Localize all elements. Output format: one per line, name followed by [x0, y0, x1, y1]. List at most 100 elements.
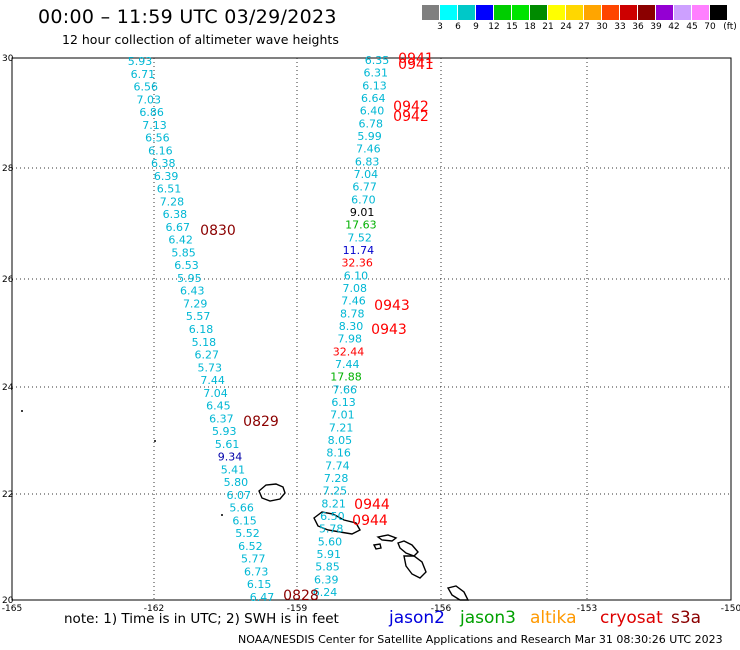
- pass-time-label: 0941: [398, 57, 434, 73]
- wave-height-value: 6.83: [355, 155, 380, 168]
- legend-s3a: s3a: [671, 608, 702, 628]
- color-scale-label: 36: [632, 22, 644, 32]
- wave-height-value: 5.93: [128, 55, 153, 68]
- legend-cryosat: cryosat: [600, 608, 663, 628]
- wave-height-value: 7.25: [323, 485, 348, 498]
- pass-time-label: 0828: [283, 588, 319, 604]
- color-scale-label: 9: [473, 22, 479, 32]
- wave-height-value: 7.52: [347, 231, 372, 244]
- island-outline: [372, 543, 382, 550]
- islet-dot: [154, 440, 156, 442]
- wave-height-value: 7.28: [160, 195, 185, 208]
- wave-height-value: 6.37: [209, 412, 234, 425]
- wave-height-value: 7.46: [356, 143, 381, 156]
- wave-height-value: 6.43: [180, 285, 205, 298]
- lat-label: 20: [2, 596, 14, 606]
- wave-height-value: 6.56: [134, 81, 159, 94]
- legend-jason3: jason3: [460, 608, 516, 628]
- legend-jason2: jason2: [389, 608, 445, 628]
- color-swatch: [476, 5, 494, 20]
- color-swatch: [530, 5, 548, 20]
- wave-height-value: 6.07: [227, 489, 252, 502]
- color-scale-label: 30: [596, 22, 608, 32]
- lat-label: 26: [2, 275, 14, 285]
- wave-height-value: 6.45: [206, 400, 231, 413]
- color-scale-unit: (ft): [723, 22, 737, 32]
- map-note: note: 1) Time is in UTC; 2) SWH is in fe…: [64, 611, 339, 627]
- island-outline: [403, 555, 427, 579]
- wave-height-value: 7.66: [333, 383, 358, 396]
- wave-height-value: 6.73: [244, 565, 269, 578]
- wave-height-value: 6.13: [362, 79, 387, 92]
- wave-height-value: 6.78: [359, 117, 384, 130]
- wave-height-value: 7.08: [342, 282, 367, 295]
- wave-height-value: 7.74: [325, 459, 350, 472]
- lat-label: 24: [2, 383, 14, 393]
- wave-height-value: 5.52: [235, 527, 260, 540]
- pass-time-label: 0944: [354, 497, 390, 513]
- map-subtitle: 12 hour collection of altimeter wave hei…: [62, 32, 339, 47]
- wave-height-value: 6.39: [154, 170, 179, 183]
- color-scale-label: 39: [650, 22, 662, 32]
- map-title: 00:00 – 11:59 UTC 03/29/2023: [38, 6, 337, 28]
- color-scale-label: 33: [614, 22, 626, 32]
- wave-height-value: 6.77: [352, 181, 377, 194]
- pass-time-label: 0941: [398, 51, 434, 67]
- wave-height-value: 6.24: [313, 586, 338, 599]
- legend-altika: altika: [530, 608, 577, 628]
- color-scale-label: 27: [578, 22, 590, 32]
- wave-height-value: 5.60: [318, 535, 343, 548]
- pass-time-label: 0830: [200, 223, 236, 239]
- wave-height-value: 6.71: [131, 68, 156, 81]
- wave-height-value: 5.85: [315, 561, 340, 574]
- wave-height-value: 8.21: [321, 497, 346, 510]
- wave-height-value: 6.56: [145, 132, 170, 145]
- color-swatch: [422, 5, 440, 20]
- wave-height-value: 6.52: [238, 540, 263, 553]
- wave-height-value: 6.51: [157, 183, 182, 196]
- color-swatch: [584, 5, 602, 20]
- color-scale-label: 24: [560, 22, 572, 32]
- lon-label: -150: [721, 604, 740, 614]
- wave-height-value: 11.74: [343, 244, 375, 257]
- color-scale-label: 70: [704, 22, 716, 32]
- wave-height-value: 32.36: [341, 257, 373, 270]
- wave-height-value: 5.18: [192, 336, 217, 349]
- wave-height-value: 5.85: [171, 246, 196, 259]
- islet-dot: [221, 514, 223, 516]
- wave-height-value: 5.99: [357, 130, 382, 143]
- wave-height-value: 7.28: [324, 472, 349, 485]
- wave-height-value: 5.95: [177, 272, 202, 285]
- island-outline: [258, 483, 286, 502]
- wave-height-value: 6.38: [151, 157, 176, 170]
- wave-height-value: 6.38: [163, 208, 188, 221]
- islet-dot: [21, 410, 23, 412]
- lat-label: 22: [2, 490, 13, 500]
- island-outline: [376, 534, 398, 542]
- island-outline: [397, 540, 419, 557]
- wave-height-value: 6.15: [247, 578, 272, 591]
- color-scale-label: 3: [437, 22, 443, 32]
- wave-height-value: 7.98: [338, 333, 363, 346]
- wave-height-value: 6.16: [148, 144, 173, 157]
- wave-height-value: 6.18: [189, 323, 214, 336]
- wave-height-value: 5.73: [197, 361, 222, 374]
- wave-height-value: 7.04: [354, 168, 379, 181]
- color-swatch: [548, 5, 566, 20]
- wave-height-value: 9.34: [218, 451, 243, 464]
- color-swatch: [458, 5, 476, 20]
- wave-height-value: 6.31: [364, 67, 389, 80]
- wave-height-value: 7.13: [142, 119, 167, 132]
- wave-height-value: 7.46: [341, 295, 366, 308]
- wave-height-value: 6.15: [232, 514, 257, 527]
- map-frame: [11, 57, 732, 601]
- lon-label: -153: [577, 604, 597, 614]
- wave-height-value: 5.78: [319, 523, 344, 536]
- color-scale-label: 42: [668, 22, 680, 32]
- color-scale-label: 6: [455, 22, 461, 32]
- wave-height-value: 5.77: [241, 553, 266, 566]
- wave-height-value: 5.61: [215, 438, 240, 451]
- wave-height-value: 5.93: [212, 425, 237, 438]
- lon-label: -162: [144, 604, 164, 614]
- color-swatch: [620, 5, 638, 20]
